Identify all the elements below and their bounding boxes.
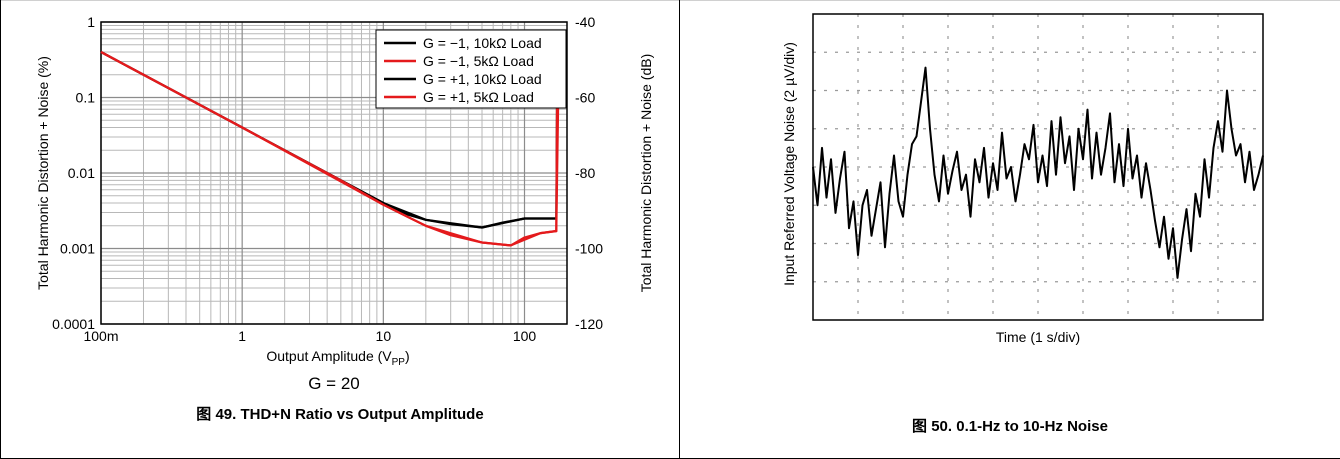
y-right-tick-label: -120	[575, 316, 603, 332]
y-axis-title: Input Referred Voltage Noise (2 µV/div)	[781, 42, 797, 286]
thd-chart: 100m 1 10 100 1 0.1 0.01 0.001 0.0001 -40 -60 -80 -1…	[35, 14, 654, 393]
figure-49-caption: 图 49. THD+N Ratio vs Output Amplitude	[196, 406, 484, 423]
plot-frame	[100, 21, 568, 325]
condition-label: G = 20	[308, 374, 360, 393]
y-tick-label: 0.0001	[52, 316, 95, 332]
figure-49-panel: 100m 1 10 100 1 0.1 0.01 0.001 0.0001 -40 -60 -80 -1…	[0, 0, 680, 459]
y-tick-label: 1	[87, 14, 95, 30]
y-tick-label: 0.01	[68, 165, 95, 181]
y-right-tick-label: -60	[575, 90, 595, 106]
x-axis-title: Time (1 s/div)	[996, 329, 1080, 345]
legend-label: G = −1, 10kΩ Load	[423, 35, 542, 51]
figure-50-panel: Time (1 s/div) Input Referred Voltage Noi…	[680, 0, 1340, 459]
x-tick-label: 100	[513, 328, 537, 344]
y-tick-label: 0.001	[60, 241, 95, 257]
x-axis-title: Output Amplitude (VPP)	[266, 348, 409, 368]
figure-50-caption: 图 50. 0.1-Hz to 10-Hz Noise	[912, 418, 1108, 435]
y-right-tick-label: -40	[575, 14, 595, 30]
x-tick-label: 10	[376, 328, 392, 344]
top-rule	[0, 0, 1340, 1]
y-right-axis-title: Total Harmonic Distortion + Noise (dB)	[638, 54, 654, 292]
y-tick-label: 0.1	[76, 90, 96, 106]
legend-label: G = +1, 10kΩ Load	[423, 71, 542, 87]
noise-trace	[812, 66, 1264, 279]
y-axis-title: Total Harmonic Distortion + Noise (%)	[35, 56, 51, 290]
series-line	[100, 51, 560, 247]
x-tick-label: 100m	[83, 328, 118, 344]
legend-label: G = +1, 5kΩ Load	[423, 89, 534, 105]
x-tick-label: 1	[238, 328, 246, 344]
y-right-tick-label: -80	[575, 165, 595, 181]
legend-label: G = −1, 5kΩ Load	[423, 53, 534, 69]
noise-chart: Time (1 s/div) Input Referred Voltage Noi…	[781, 13, 1264, 345]
y-right-tick-label: -100	[575, 241, 603, 257]
